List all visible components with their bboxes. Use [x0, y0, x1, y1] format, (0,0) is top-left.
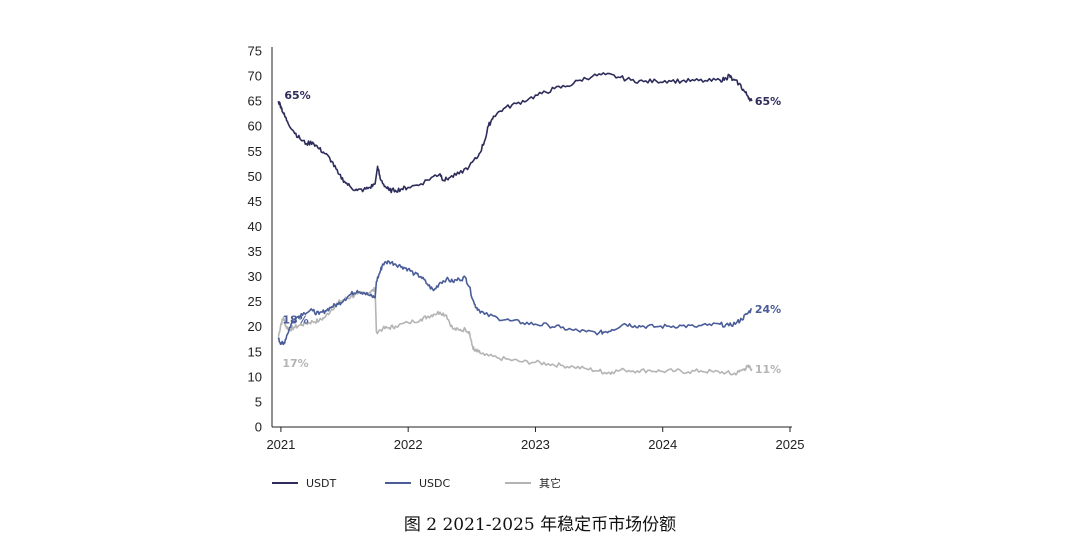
- series-start-label: 18%: [282, 313, 308, 326]
- y-tick-label: 45: [248, 194, 262, 209]
- x-tick-label: 2023: [521, 437, 550, 452]
- y-tick-label: 20: [248, 319, 262, 334]
- x-tick-label: 2022: [394, 437, 423, 452]
- y-tick-label: 75: [248, 44, 262, 59]
- y-tick-label: 10: [248, 369, 262, 384]
- series-lines: [277, 72, 753, 376]
- series-line-usdc: [277, 260, 752, 346]
- x-tick-label: 2025: [776, 437, 805, 452]
- y-tick-label: 35: [248, 244, 262, 259]
- y-tick-label: 0: [255, 420, 262, 435]
- x-axis: 2021 2022 2023 2024 2025: [266, 426, 805, 452]
- series-end-label: 65%: [755, 95, 781, 108]
- figure-caption: 图 2 2021-2025 年稳定币市场份额: [403, 515, 677, 535]
- legend-label: 其它: [539, 476, 561, 490]
- x-tick-label: 2021: [266, 437, 295, 452]
- series-end-label: 24%: [755, 303, 781, 316]
- series-line-usdt: [277, 72, 753, 194]
- y-tick-label: 5: [255, 394, 262, 409]
- y-tick-label: 25: [248, 294, 262, 309]
- series-start-label: 17%: [282, 357, 308, 370]
- x-tick-label: 2024: [648, 437, 677, 452]
- series-end-label: 11%: [755, 363, 781, 376]
- y-tick-label: 15: [248, 344, 262, 359]
- y-tick-label: 60: [248, 119, 262, 134]
- y-tick-label: 55: [248, 144, 262, 159]
- y-tick-label: 40: [248, 219, 262, 234]
- y-tick-label: 30: [248, 269, 262, 284]
- legend: USDT USDC 其它: [272, 476, 561, 490]
- legend-label: USDT: [306, 477, 337, 490]
- y-tick-label: 50: [248, 169, 262, 184]
- y-axis: 0 5 10 15 20 25 30 35 40 45 50 55 60 65 70 75: [248, 44, 273, 435]
- series-line-other: [277, 286, 753, 376]
- y-tick-label: 65: [248, 94, 262, 109]
- series-start-label: 65%: [284, 89, 310, 102]
- y-tick-label: 70: [248, 69, 262, 84]
- end-labels: 65% 65% 18% 24% 17% 11%: [282, 89, 781, 376]
- legend-label: USDC: [419, 477, 451, 490]
